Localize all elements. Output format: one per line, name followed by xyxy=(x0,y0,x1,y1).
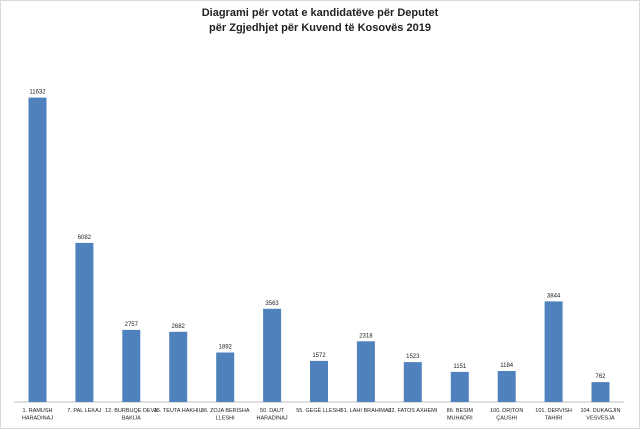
data-label-4: 2682 xyxy=(172,324,186,330)
category-label-4: 15. TEUTA HAKHIU xyxy=(154,408,203,414)
category-label-3: 12. BURBUQE DEVA BAKIJA xyxy=(105,408,158,422)
data-label-5: 1892 xyxy=(219,345,233,351)
data-label-6: 3563 xyxy=(265,301,279,307)
bar-1 xyxy=(28,97,47,402)
bar-9 xyxy=(403,362,422,402)
data-label-11: 1184 xyxy=(500,363,514,369)
data-label-2: 6082 xyxy=(78,235,92,241)
category-label-11: 100. DRITON ÇAUSHI xyxy=(490,408,523,422)
category-label-8: 61. LAHI BRAHIMAJ xyxy=(341,408,392,414)
data-label-10: 1151 xyxy=(453,364,467,370)
chart-title-line-2: për Zgjedhjet për Kuvend të Kosovës 2019 xyxy=(209,22,431,34)
data-label-13: 762 xyxy=(595,374,606,380)
data-label-1: 11632 xyxy=(29,90,46,96)
category-label-13: 104. DUKAGJIN VESVESJA xyxy=(580,408,620,422)
data-label-12: 3844 xyxy=(547,293,561,299)
bar-8 xyxy=(356,341,375,402)
bar-12 xyxy=(544,301,563,402)
category-label-2: 7. PAL LEKAJ xyxy=(67,408,101,414)
category-label-6: 50. DAUT HARADINAJ xyxy=(257,408,288,422)
category-label-12: 101. DERVISH TAHIRI xyxy=(535,408,572,422)
category-label-9: 62. FATOS AXHEMI xyxy=(388,408,437,414)
bar-4 xyxy=(169,331,188,402)
bar-2 xyxy=(75,242,94,402)
bar-11 xyxy=(497,371,516,402)
category-label-10: 86. BESIM MUHADRI xyxy=(447,408,474,422)
bar-6 xyxy=(263,308,282,402)
data-label-3: 2757 xyxy=(125,322,139,328)
bar-5 xyxy=(216,352,235,402)
chart-title-line-1: Diagrami për votat e kandidatëve për Dep… xyxy=(201,7,439,19)
category-label-1: 1. RAMUSH HARADINAJ xyxy=(22,408,53,422)
category-label-5: 36. ZOJA BERISHA LLESHI xyxy=(201,408,250,422)
data-label-7: 1572 xyxy=(312,353,326,359)
bar-10 xyxy=(450,371,469,402)
bar-13 xyxy=(591,382,610,402)
data-label-9: 1523 xyxy=(406,354,420,360)
category-label-7: 55. GEGË LLESHI xyxy=(296,407,342,414)
chart-title: Diagrami për votat e kandidatëve për Dep… xyxy=(0,6,640,36)
bar-7 xyxy=(310,360,328,402)
data-label-8: 2318 xyxy=(359,333,373,339)
bar-3 xyxy=(122,329,141,402)
